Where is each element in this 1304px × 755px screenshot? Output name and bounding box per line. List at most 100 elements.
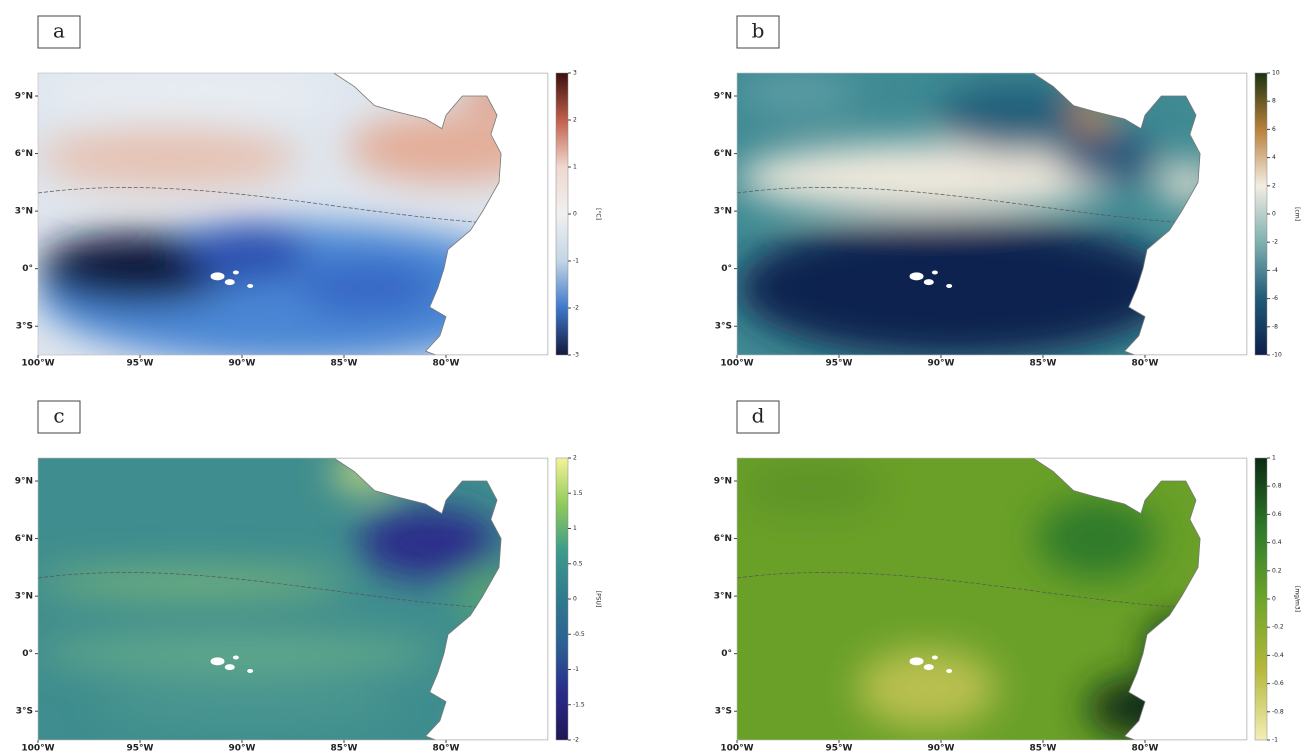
panel-label: a (53, 19, 65, 43)
y-tick-label: 0° (22, 649, 33, 659)
label-box (736, 15, 780, 49)
field-blob (38, 568, 348, 598)
field-blob (857, 648, 997, 728)
island (224, 279, 235, 286)
colorbar-tick-label: 0 (1272, 211, 1276, 218)
island (931, 655, 938, 660)
colorbar-tick-label: 4 (1272, 154, 1276, 161)
panel-label: d (752, 404, 765, 428)
label-box (736, 400, 780, 434)
x-tick-label: 80°W (1132, 744, 1159, 754)
colorbar-tick-label: -0.4 (1272, 652, 1284, 659)
colorbar-units: [°C] (595, 208, 602, 220)
panel: d 100°W 95°W 90°W 85°W 80°W 9°N 6°N 3°N 0° 3°S -1 -0… (714, 400, 1301, 754)
colorbar-tick-label: 3 (573, 70, 577, 77)
colorbar-units: [mg/m3] (1294, 586, 1301, 612)
x-tick-label: 95°W (127, 744, 154, 754)
field-blobs (737, 73, 1217, 355)
colorbar-tick-label: 2 (573, 117, 577, 124)
colorbar-tick-label: -4 (1272, 267, 1278, 274)
x-tick-label: 85°W (331, 359, 358, 369)
field-blob (737, 73, 857, 113)
island (224, 664, 235, 671)
y-tick-label: 6°N (15, 534, 33, 544)
y-tick-label: 3°S (715, 707, 732, 717)
field-blob (358, 508, 498, 578)
map-frame (37, 457, 549, 741)
colorbar-tick-label: -10 (1272, 352, 1282, 359)
x-tick-label: 95°W (826, 744, 853, 754)
x-tick-label: 80°W (433, 359, 460, 369)
colorbar-tick-label: 0 (1272, 596, 1276, 603)
map-frame (736, 72, 1248, 356)
colorbar-tick-label: 2 (573, 455, 577, 462)
field-blob (1057, 133, 1157, 183)
land (1032, 73, 1247, 355)
contour (737, 187, 1188, 224)
y-tick-label: 6°N (15, 149, 33, 159)
x-tick-label: 90°W (928, 744, 955, 754)
label-box (37, 15, 81, 49)
x-tick-label: 85°W (1030, 744, 1057, 754)
x-tick-label: 80°W (433, 744, 460, 754)
y-tick-label: 3°N (15, 207, 33, 217)
x-tick-label: 95°W (127, 359, 154, 369)
x-tick-label: 90°W (229, 359, 256, 369)
land (333, 458, 548, 740)
x-tick-label: 100°W (21, 744, 54, 754)
y-tick-label: 0° (721, 264, 732, 274)
island (210, 657, 225, 666)
island (946, 668, 953, 673)
island (923, 664, 934, 671)
colorbar-tick-label: 1 (573, 164, 577, 171)
map-frame (37, 72, 549, 356)
y-tick-label: 3°S (16, 322, 33, 332)
island (931, 270, 938, 275)
colorbar-tick-label: -1 (1272, 737, 1278, 744)
field-blob (298, 263, 438, 313)
field-blobs (737, 458, 1207, 738)
colorbar-tick-label: -0.2 (1272, 624, 1284, 631)
contour (38, 572, 489, 609)
colorbar-tick-label: 8 (1272, 98, 1276, 105)
x-tick-label: 100°W (720, 744, 753, 754)
field-blob (737, 143, 1117, 213)
colorbar-tick-label: -0.5 (573, 631, 585, 638)
colorbar-tick-label: -2 (573, 305, 579, 312)
panel-label: c (53, 404, 64, 428)
field (38, 458, 548, 740)
field-blob (98, 678, 398, 728)
y-tick-label: 9°N (15, 92, 33, 102)
colorbar-units: [cm] (1294, 207, 1301, 221)
y-tick-label: 3°N (714, 207, 732, 217)
y-tick-label: 9°N (714, 477, 732, 487)
colorbar (1254, 457, 1268, 741)
colorbar-tick-label: 2 (1272, 182, 1276, 189)
panel-label: b (752, 19, 765, 43)
island (946, 283, 953, 288)
island (923, 279, 934, 286)
island (210, 272, 225, 281)
y-tick-label: 0° (22, 264, 33, 274)
x-tick-label: 95°W (826, 359, 853, 369)
y-tick-label: 3°S (715, 322, 732, 332)
field-blob (737, 218, 1177, 355)
colorbar-tick-label: -2 (573, 737, 579, 744)
colorbar-tick-label: -1.5 (573, 701, 585, 708)
colorbar-tick-label: 1 (1272, 455, 1276, 462)
field (737, 458, 1247, 740)
colorbar (555, 457, 569, 741)
colorbar-tick-label: -8 (1272, 323, 1278, 330)
field-blob (38, 633, 438, 673)
colorbar-tick-label: 0.4 (1272, 539, 1282, 546)
y-tick-label: 6°N (714, 149, 732, 159)
x-tick-label: 85°W (1030, 359, 1057, 369)
colorbar-tick-label: 6 (1272, 126, 1276, 133)
land (1032, 458, 1247, 740)
island (232, 655, 239, 660)
colorbar-tick-label: -1 (573, 258, 579, 265)
field-blob (1037, 498, 1157, 578)
colorbar (555, 72, 569, 356)
colorbar-tick-label: 0.2 (1272, 567, 1282, 574)
